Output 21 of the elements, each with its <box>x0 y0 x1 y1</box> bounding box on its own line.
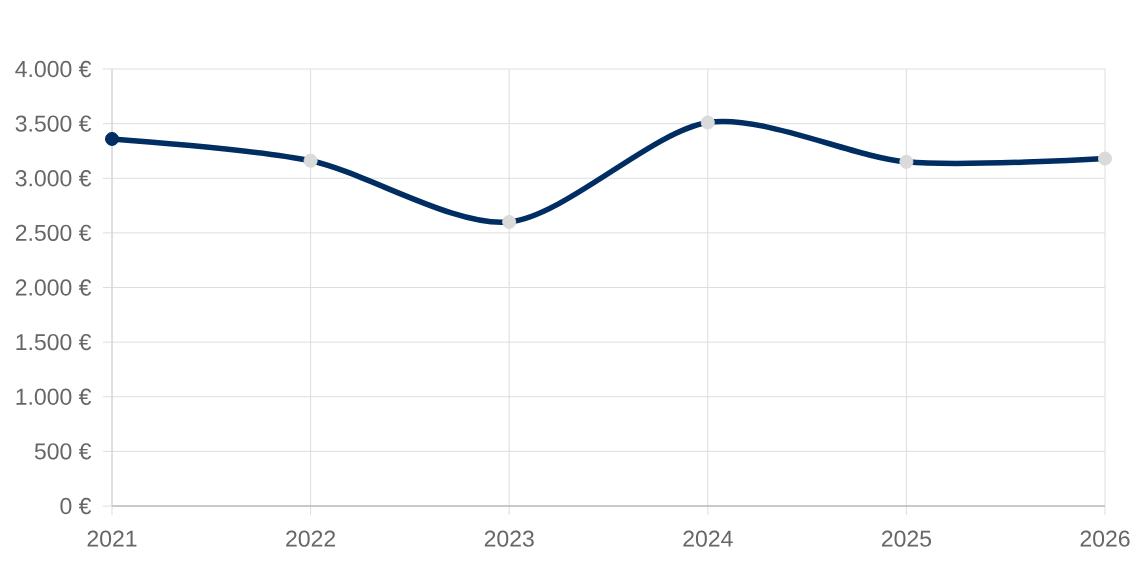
point <box>700 115 715 130</box>
x-tick-label: 2025 <box>881 530 932 547</box>
point <box>1098 151 1113 166</box>
point <box>105 131 119 146</box>
point <box>303 153 318 168</box>
point <box>502 214 517 229</box>
y-tick-label: 3.000 € <box>15 170 92 187</box>
y-tick-label: 2.000 € <box>15 279 92 296</box>
y-tick-label: 4.000 € <box>15 60 92 78</box>
y-tick-label: 3.500 € <box>15 115 92 132</box>
x-tick-label: 2021 <box>87 530 137 547</box>
x-tick-label: 2026 <box>1080 530 1130 547</box>
y-tick-label: 1.500 € <box>16 333 92 351</box>
x-tick-label: 2024 <box>683 530 733 547</box>
y-tick-label: 2.500 € <box>15 224 92 242</box>
point <box>899 154 914 169</box>
y-tick-label: 1.000 € <box>16 388 92 405</box>
x-tick-label: 2023 <box>484 530 534 547</box>
y-tick-label: 0 € <box>60 497 92 515</box>
y-tick-label: 500 € <box>34 443 92 460</box>
x-tick-label: 2022 <box>286 530 336 547</box>
